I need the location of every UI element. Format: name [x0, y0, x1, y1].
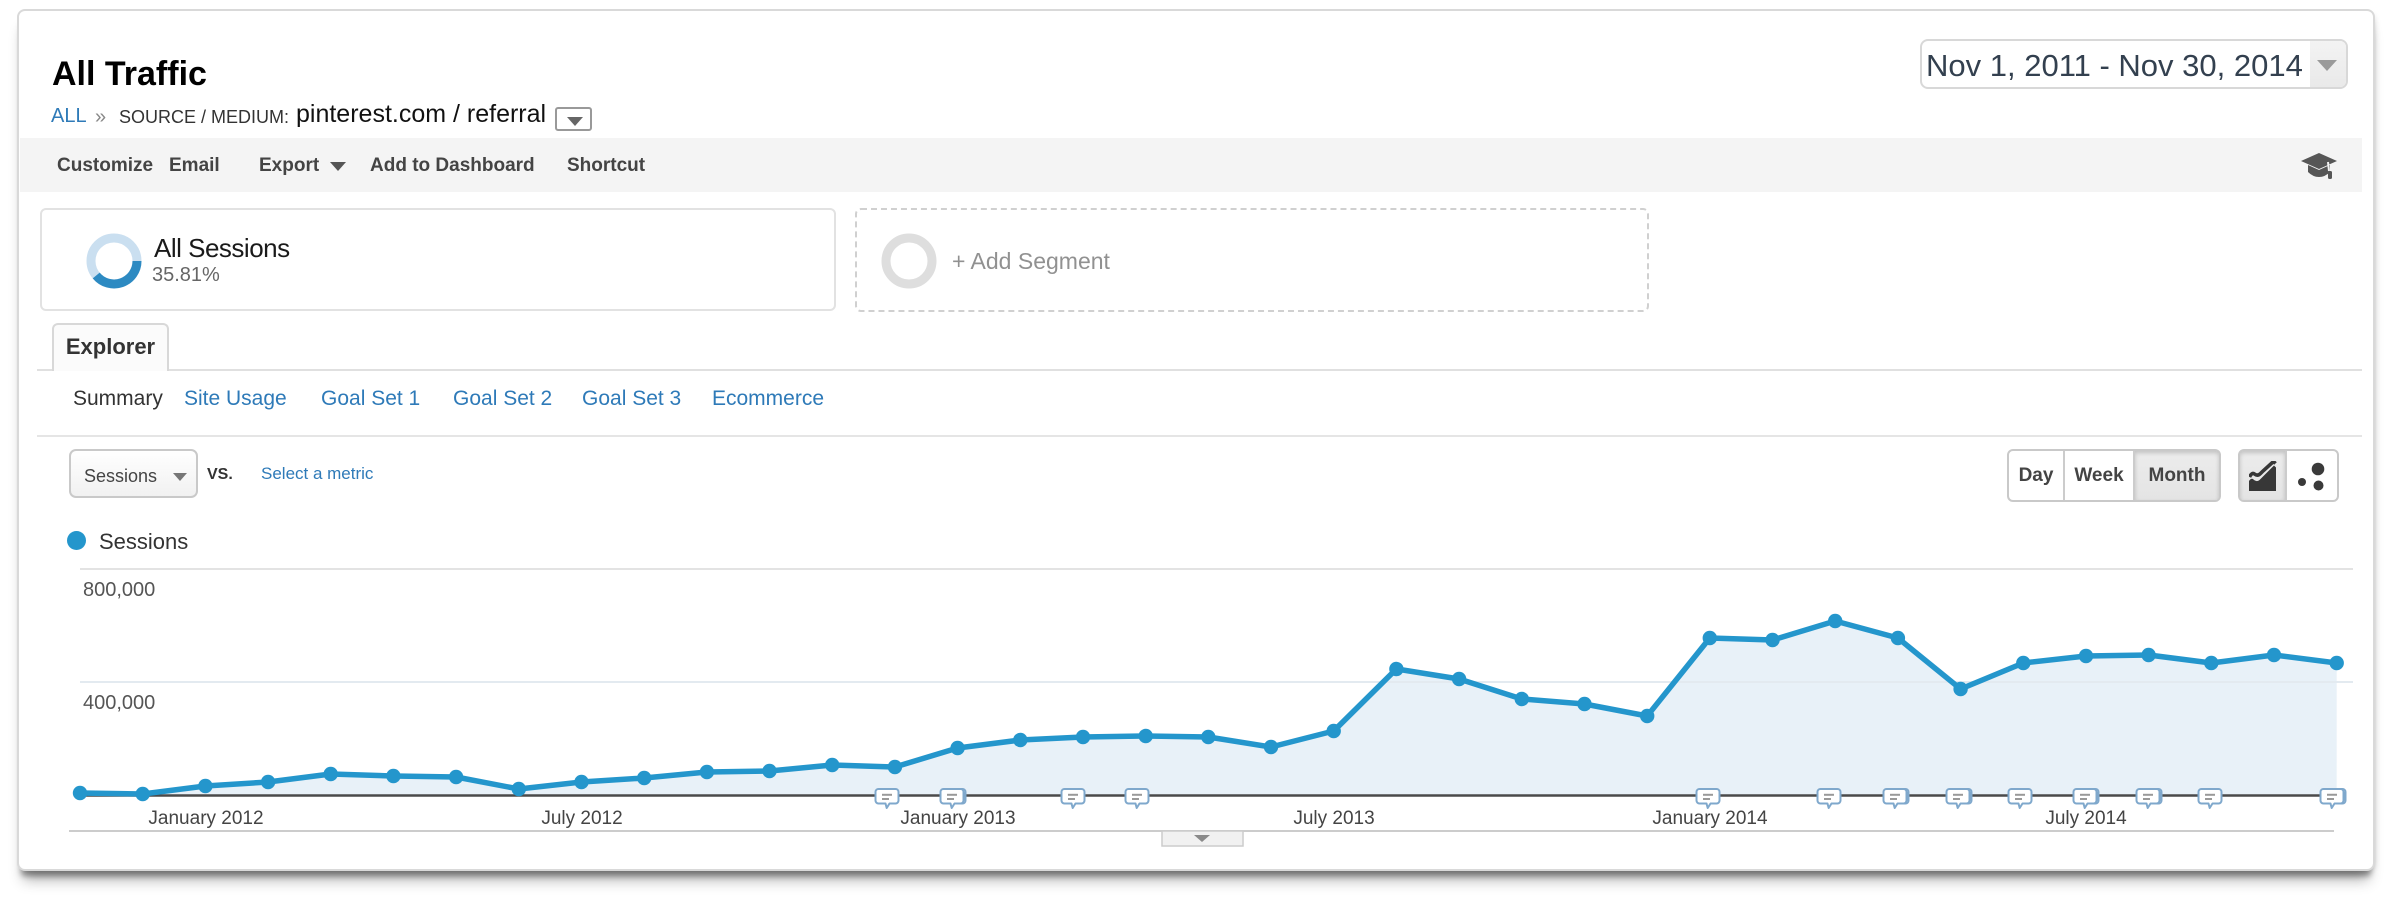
svg-text:January 2014: January 2014 — [1652, 808, 1768, 829]
svg-text:July 2012: July 2012 — [541, 808, 622, 829]
svg-text:July 2013: July 2013 — [1293, 808, 1374, 829]
svg-text:800,000: 800,000 — [83, 579, 155, 601]
svg-text:January 2013: January 2013 — [900, 808, 1015, 829]
svg-text:July 2014: July 2014 — [2045, 808, 2127, 829]
svg-text:400,000: 400,000 — [83, 692, 155, 714]
svg-text:January 2012: January 2012 — [148, 808, 263, 829]
